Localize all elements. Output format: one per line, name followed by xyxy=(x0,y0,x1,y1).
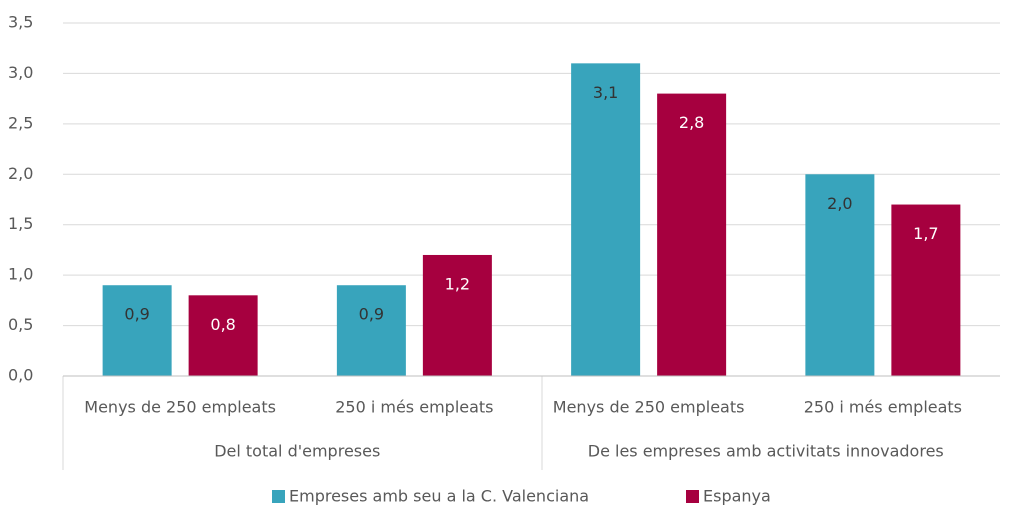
value-label: 0,8 xyxy=(210,315,235,334)
value-label: 0,9 xyxy=(124,305,149,324)
legend-label: Espanya xyxy=(703,487,771,506)
x-tick-label: 250 i més empleats xyxy=(335,398,493,417)
value-label: 0,9 xyxy=(359,305,384,324)
x-tick-label: Menys de 250 empleats xyxy=(84,398,276,417)
group-label: Del total d'empreses xyxy=(214,442,380,461)
bar xyxy=(336,285,406,376)
value-label: 2,0 xyxy=(827,194,852,213)
legend-swatch xyxy=(272,490,285,503)
y-tick-label: 1,5 xyxy=(8,214,33,233)
bar xyxy=(891,204,961,376)
y-tick-label: 0,0 xyxy=(8,366,33,385)
value-label: 2,8 xyxy=(679,113,704,132)
bar xyxy=(102,285,172,376)
value-label: 1,7 xyxy=(913,224,938,243)
x-tick-label: Menys de 250 empleats xyxy=(553,398,745,417)
y-tick-label: 0,5 xyxy=(8,315,33,334)
x-tick-label: 250 i més empleats xyxy=(804,398,962,417)
bar xyxy=(657,93,727,376)
y-tick-label: 1,0 xyxy=(8,265,33,284)
bar xyxy=(188,295,258,376)
value-label: 1,2 xyxy=(445,274,470,293)
group-label: De les empreses amb activitats innovador… xyxy=(588,442,944,461)
value-label: 3,1 xyxy=(593,83,618,102)
y-tick-label: 3,5 xyxy=(8,13,33,32)
y-tick-label: 2,0 xyxy=(8,164,33,183)
legend-swatch xyxy=(686,490,699,503)
legend-label: Empreses amb seu a la C. Valenciana xyxy=(289,487,589,506)
bar xyxy=(805,174,875,376)
bar xyxy=(422,254,492,376)
y-tick-label: 2,5 xyxy=(8,113,33,132)
bar xyxy=(571,63,641,376)
y-tick-label: 3,0 xyxy=(8,63,33,82)
